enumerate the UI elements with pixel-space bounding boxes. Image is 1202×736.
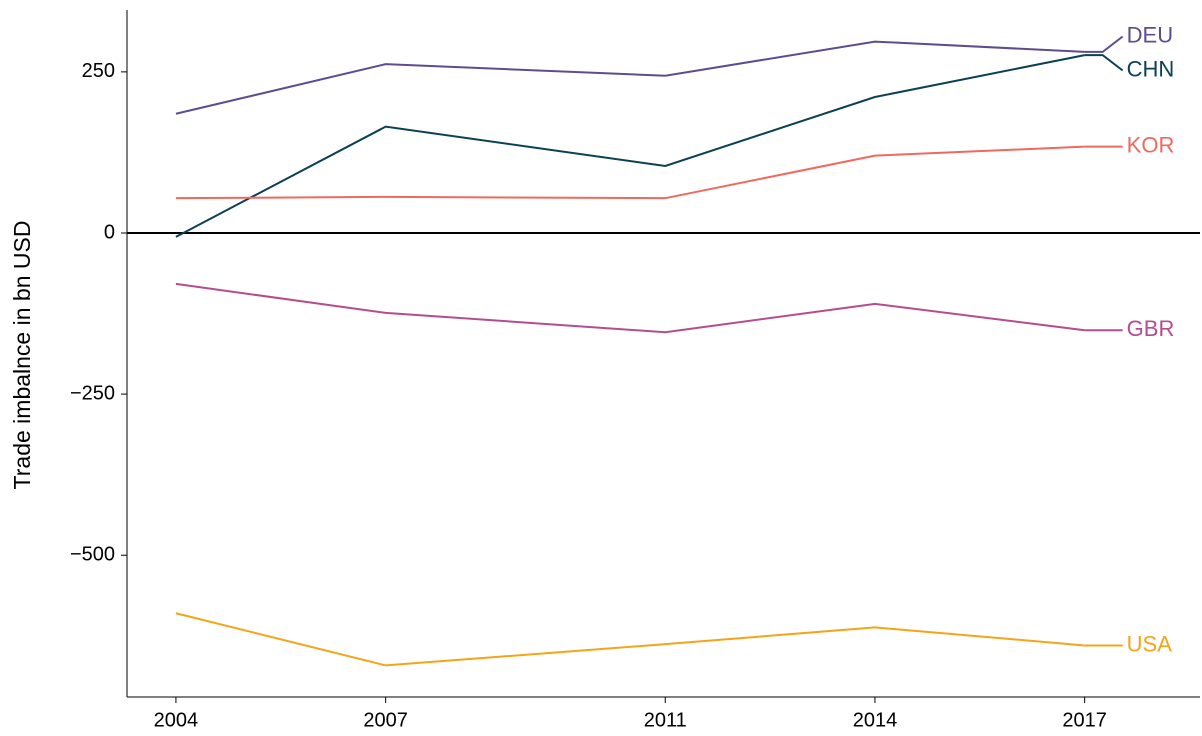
x-tick-label: 2011 <box>644 709 687 731</box>
series-label: DEU <box>1127 22 1173 47</box>
data-line <box>175 145 1085 200</box>
series-label: USA <box>1127 631 1173 656</box>
x-tick-label: 2017 <box>1062 709 1107 731</box>
data-line <box>175 282 1085 334</box>
label-connector <box>1084 35 1124 53</box>
data-line <box>175 54 1085 238</box>
series-label: KOR <box>1127 132 1175 157</box>
x-tick-label: 2004 <box>154 709 199 731</box>
y-tick-label: 250 <box>82 60 115 82</box>
x-tick-label: 2007 <box>363 709 408 731</box>
x-tick-label: 2014 <box>853 709 898 731</box>
y-tick-label: 0 <box>104 221 115 243</box>
y-tick-label: −250 <box>70 382 115 404</box>
data-line <box>175 40 1085 115</box>
y-axis-label: Trade imbalnce in bn USD <box>9 221 35 490</box>
data-line <box>175 612 1085 667</box>
label-connector <box>1084 54 1124 72</box>
series-label: CHN <box>1127 56 1175 81</box>
series-label: GBR <box>1127 316 1175 341</box>
y-tick-label: −500 <box>70 543 115 565</box>
